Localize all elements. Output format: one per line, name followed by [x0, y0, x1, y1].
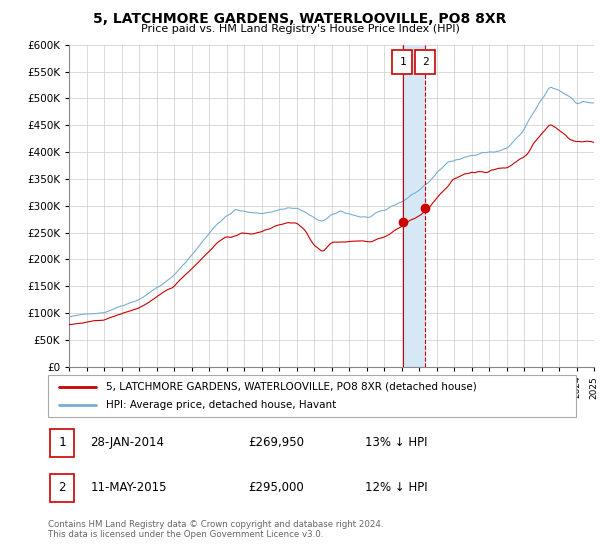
FancyBboxPatch shape: [392, 50, 412, 74]
Text: Price paid vs. HM Land Registry's House Price Index (HPI): Price paid vs. HM Land Registry's House …: [140, 24, 460, 34]
Text: 1: 1: [58, 436, 66, 449]
Text: 1: 1: [400, 57, 406, 67]
Text: 2: 2: [58, 482, 66, 494]
FancyBboxPatch shape: [48, 375, 576, 417]
Text: £295,000: £295,000: [248, 482, 304, 494]
Text: 13% ↓ HPI: 13% ↓ HPI: [365, 436, 427, 449]
Text: HPI: Average price, detached house, Havant: HPI: Average price, detached house, Hava…: [106, 400, 337, 410]
Text: £269,950: £269,950: [248, 436, 305, 449]
FancyBboxPatch shape: [50, 429, 74, 456]
Bar: [403, 45, 425, 367]
Text: Contains HM Land Registry data © Crown copyright and database right 2024.
This d: Contains HM Land Registry data © Crown c…: [48, 520, 383, 539]
Text: 5, LATCHMORE GARDENS, WATERLOOVILLE, PO8 8XR (detached house): 5, LATCHMORE GARDENS, WATERLOOVILLE, PO8…: [106, 382, 477, 392]
Text: 2: 2: [422, 57, 429, 67]
FancyBboxPatch shape: [415, 50, 435, 74]
Text: 28-JAN-2014: 28-JAN-2014: [90, 436, 164, 449]
Text: 11-MAY-2015: 11-MAY-2015: [90, 482, 167, 494]
Text: 12% ↓ HPI: 12% ↓ HPI: [365, 482, 427, 494]
Text: 5, LATCHMORE GARDENS, WATERLOOVILLE, PO8 8XR: 5, LATCHMORE GARDENS, WATERLOOVILLE, PO8…: [94, 12, 506, 26]
FancyBboxPatch shape: [50, 474, 74, 502]
